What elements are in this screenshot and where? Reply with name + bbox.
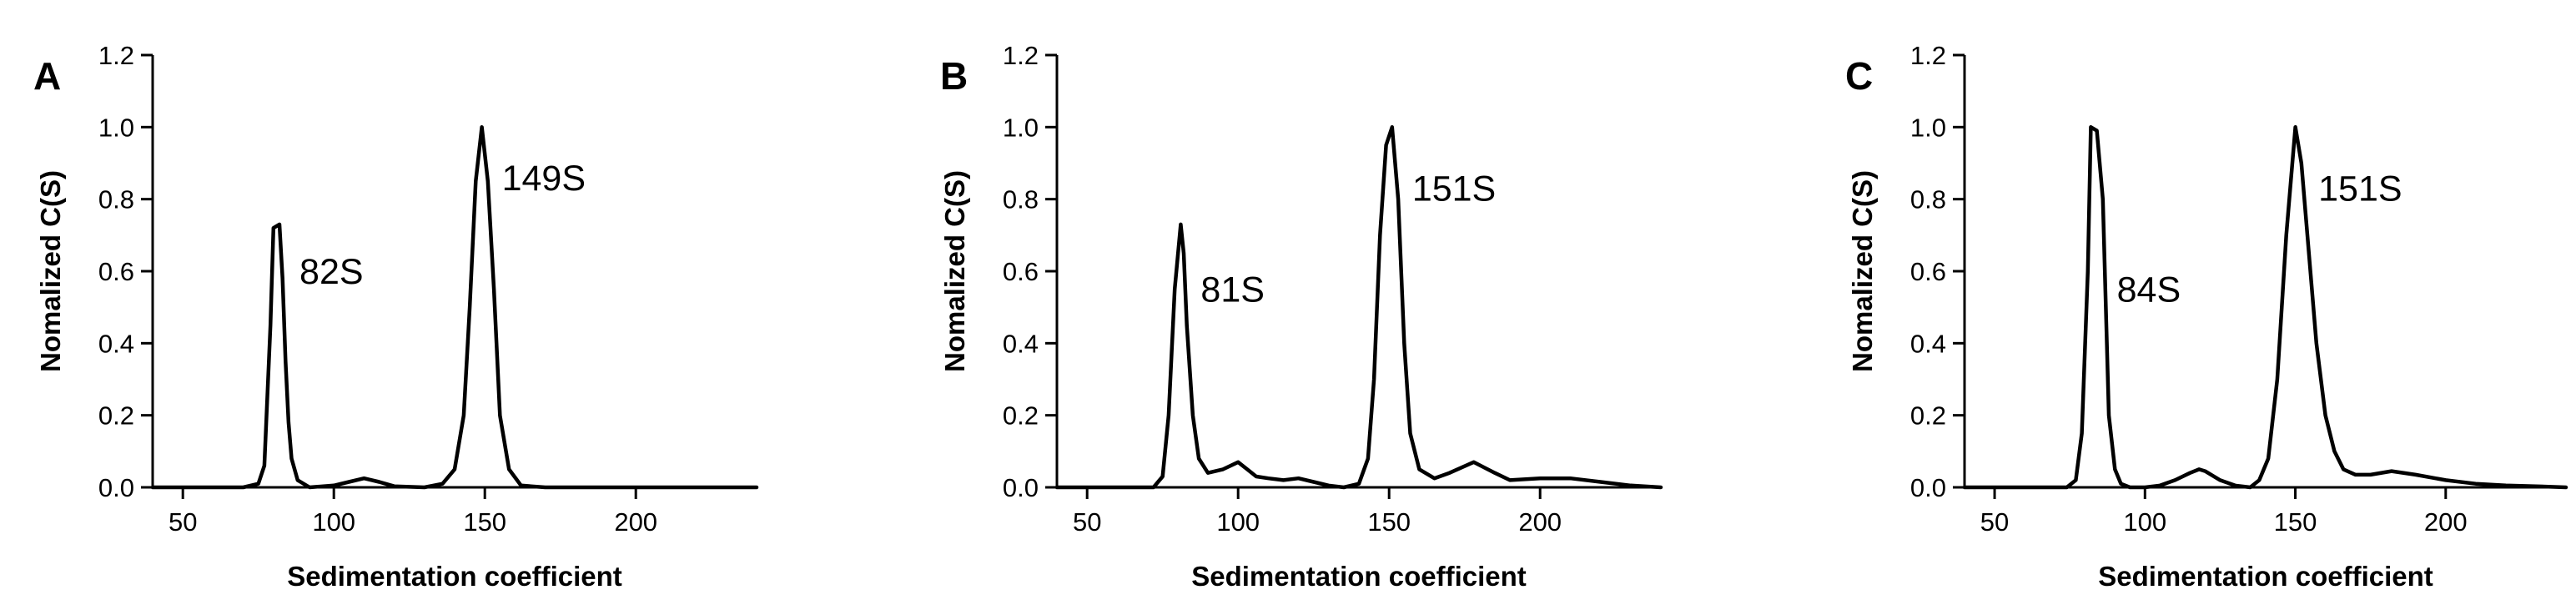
y-axis-title: Nomalized C(S) (1847, 170, 1878, 372)
y-tick-label: 0.6 (98, 257, 134, 286)
x-tick-label: 150 (2274, 507, 2317, 537)
panel-a: A 0.0 0.2 0.4 0.6 0.8 1.0 1.2 50 100 150 200 82S 1… (33, 41, 759, 592)
y-tick-label: 0.0 (1910, 473, 1946, 502)
x-tick-label: 50 (1980, 507, 2009, 537)
y-tick-label: 0.6 (1003, 257, 1039, 286)
y-tick-label: 0.8 (1910, 185, 1946, 214)
y-axis-title: Nomalized C(S) (939, 170, 970, 372)
x-tick-label: 200 (2424, 507, 2468, 537)
panel-b: B 0.0 0.2 0.4 0.6 0.8 1.0 1.2 50 100 150 200 81S 1… (939, 41, 1663, 592)
y-tick-label: 0.2 (1003, 401, 1039, 431)
y-tick-label: 0.6 (1910, 257, 1946, 286)
y-tick-label: 0.2 (98, 401, 134, 431)
x-tick-label: 50 (1073, 507, 1101, 537)
peak-label: 151S (2318, 169, 2402, 209)
y-tick-label: 1.0 (1910, 113, 1946, 142)
y-tick-label: 1.2 (1910, 41, 1946, 70)
x-axis-title: Sedimentation coefficient (287, 561, 622, 592)
series-line (1054, 125, 1663, 490)
series-line (150, 125, 759, 490)
x-tick-label: 50 (169, 507, 197, 537)
x-tick-label: 150 (463, 507, 506, 537)
x-tick-label: 200 (614, 507, 657, 537)
y-tick-label: 1.0 (1003, 113, 1039, 142)
panel-letter-b: B (940, 54, 968, 98)
y-tick-label: 1.0 (98, 113, 134, 142)
y-tick-label: 0.8 (98, 185, 134, 214)
x-tick-label: 150 (1367, 507, 1411, 537)
panel-c: C 0.0 0.2 0.4 0.6 0.8 1.0 1.2 50 100 150 200 84S 1… (1845, 41, 2568, 592)
y-tick-label: 1.2 (98, 41, 134, 70)
x-tick-label: 100 (1216, 507, 1260, 537)
y-tick-label: 0.4 (98, 329, 134, 358)
y-tick-label: 0.0 (1003, 473, 1039, 502)
y-tick-label: 0.2 (1910, 401, 1946, 431)
x-axis-title: Sedimentation coefficient (1191, 561, 1527, 592)
series-line (1962, 125, 2568, 490)
y-tick-label: 0.8 (1003, 185, 1039, 214)
x-tick-label: 100 (312, 507, 355, 537)
y-axis-title: Nomalized C(S) (35, 170, 66, 372)
peak-label: 149S (502, 159, 586, 199)
y-tick-label: 0.0 (98, 473, 134, 502)
peak-label: 84S (2117, 270, 2181, 310)
y-tick-label: 0.4 (1003, 329, 1039, 358)
y-tick-label: 0.4 (1910, 329, 1946, 358)
peak-label: 82S (299, 252, 364, 292)
x-tick-label: 100 (2123, 507, 2166, 537)
panel-letter-c: C (1845, 54, 1873, 98)
y-tick-label: 1.2 (1003, 41, 1039, 70)
panel-letter-a: A (33, 54, 61, 98)
x-tick-label: 200 (1518, 507, 1562, 537)
x-axis-title: Sedimentation coefficient (2098, 561, 2433, 592)
peak-label: 81S (1200, 270, 1265, 310)
peak-label: 151S (1412, 169, 1496, 209)
